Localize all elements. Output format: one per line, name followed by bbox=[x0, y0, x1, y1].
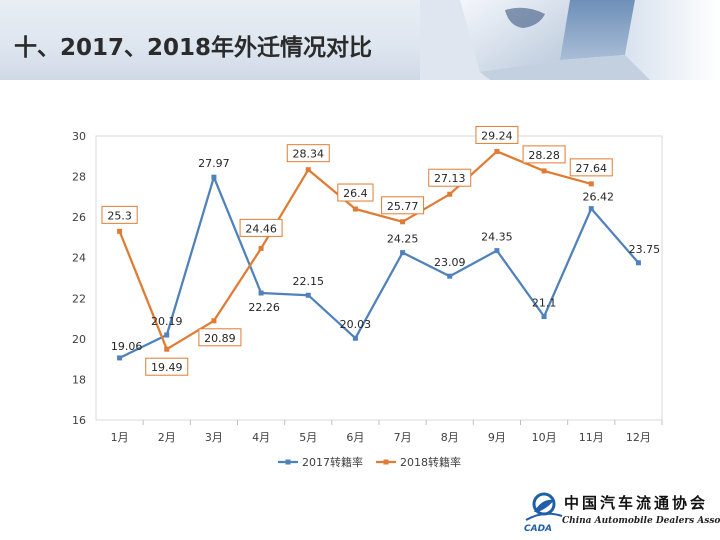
data-label: 22.26 bbox=[248, 301, 280, 314]
data-label-box bbox=[101, 205, 138, 224]
data-label-box bbox=[286, 144, 330, 163]
legend-label: 2017转籍率 bbox=[302, 455, 363, 469]
legend-marker bbox=[383, 459, 389, 465]
association-logo: CADA 中国汽车流通协会 China Automobile Dealers A… bbox=[520, 490, 720, 536]
data-point bbox=[164, 346, 170, 352]
data-point bbox=[400, 219, 406, 225]
logo-mark-text: CADA bbox=[524, 524, 552, 534]
x-tick-label: 8月 bbox=[441, 431, 459, 444]
x-axis: 1月 2月 3月 4月 5月 6月 7月 8月 9月 10月 11月 12月 bbox=[111, 420, 663, 444]
x-tick-label: 5月 bbox=[299, 431, 317, 444]
cada-logo-icon: CADA bbox=[524, 492, 563, 534]
data-label: 24.35 bbox=[481, 231, 513, 244]
data-label-layer: 19.06 20.19 27.97 22.26 22.15 20.03 24.25 23.09… bbox=[101, 125, 661, 376]
data-label: 27.13 bbox=[434, 172, 466, 185]
data-label: 25.3 bbox=[107, 209, 132, 222]
data-point bbox=[117, 355, 123, 361]
y-tick-label: 20 bbox=[72, 333, 86, 346]
data-label: 27.97 bbox=[198, 157, 230, 170]
data-point bbox=[164, 332, 170, 338]
data-point bbox=[352, 335, 358, 341]
y-tick-label: 18 bbox=[72, 373, 86, 386]
y-tick-label: 26 bbox=[72, 211, 86, 224]
data-label: 20.89 bbox=[204, 332, 236, 345]
y-tick-label: 24 bbox=[72, 252, 86, 265]
data-point bbox=[447, 191, 453, 197]
legend-marker bbox=[285, 459, 291, 465]
association-name-en: China Automobile Dealers Association bbox=[562, 516, 720, 526]
data-label: 19.06 bbox=[111, 340, 143, 353]
legend: 2017转籍率 2018转籍率 bbox=[278, 455, 461, 469]
data-point bbox=[541, 168, 547, 174]
x-tick-label: 3月 bbox=[205, 431, 223, 444]
data-label: 24.25 bbox=[387, 233, 419, 246]
y-tick-label: 16 bbox=[72, 414, 86, 427]
x-tick-label: 4月 bbox=[252, 431, 270, 444]
data-label: 29.24 bbox=[481, 129, 513, 142]
x-tick-label: 1月 bbox=[111, 431, 129, 444]
data-point bbox=[352, 206, 358, 212]
x-tick-label: 10月 bbox=[532, 431, 557, 444]
data-point bbox=[305, 167, 311, 173]
legend-label: 2018转籍率 bbox=[400, 455, 461, 469]
data-label: 20.03 bbox=[340, 318, 372, 331]
data-point bbox=[447, 273, 453, 279]
data-label-box bbox=[569, 158, 613, 177]
data-label: 28.28 bbox=[528, 149, 560, 162]
data-label: 22.15 bbox=[293, 275, 325, 288]
x-tick-label: 11月 bbox=[579, 431, 604, 444]
data-point bbox=[305, 292, 311, 298]
header-banner: 十、2017、2018年外迁情况对比 bbox=[0, 0, 720, 80]
y-tick-label: 28 bbox=[72, 171, 86, 184]
y-tick-label: 22 bbox=[72, 292, 86, 305]
data-label-box bbox=[145, 357, 189, 376]
data-point bbox=[211, 174, 217, 180]
data-point bbox=[541, 314, 547, 320]
x-tick-label: 7月 bbox=[394, 431, 412, 444]
data-label-box bbox=[381, 196, 425, 215]
data-label-box bbox=[522, 145, 566, 164]
data-label: 27.64 bbox=[576, 162, 608, 175]
data-label-box bbox=[239, 218, 283, 237]
data-point bbox=[494, 248, 500, 254]
x-tick-label: 12月 bbox=[626, 431, 651, 444]
data-point bbox=[211, 318, 217, 324]
x-tick-label: 9月 bbox=[488, 431, 506, 444]
data-label: 23.09 bbox=[434, 256, 466, 269]
data-point bbox=[258, 290, 264, 296]
data-point bbox=[588, 181, 594, 187]
data-label: 23.75 bbox=[629, 243, 661, 256]
series-line bbox=[119, 176, 640, 359]
data-label-box bbox=[198, 328, 242, 347]
data-label: 28.34 bbox=[293, 148, 325, 161]
data-point bbox=[635, 260, 641, 266]
data-label-box bbox=[475, 125, 519, 144]
data-label: 21.1 bbox=[532, 297, 557, 310]
data-label: 26.4 bbox=[343, 187, 368, 200]
data-label: 25.77 bbox=[387, 200, 419, 213]
data-point bbox=[258, 245, 264, 251]
data-label: 19.49 bbox=[151, 361, 183, 374]
plot-area bbox=[95, 135, 663, 421]
data-label-box bbox=[428, 168, 472, 187]
x-tick-label: 2月 bbox=[158, 431, 176, 444]
y-axis: 16 18 20 22 24 26 28 30 bbox=[72, 130, 86, 427]
data-point bbox=[117, 228, 123, 234]
data-label-box bbox=[337, 183, 374, 202]
data-label: 26.42 bbox=[583, 191, 615, 204]
data-point bbox=[588, 206, 594, 212]
series-layer bbox=[117, 148, 641, 361]
association-name-cn: 中国汽车流通协会 bbox=[564, 494, 709, 512]
data-label: 24.46 bbox=[245, 222, 277, 235]
data-point bbox=[494, 148, 500, 154]
page-title: 十、2017、2018年外迁情况对比 bbox=[14, 35, 373, 61]
y-tick-label: 30 bbox=[72, 130, 86, 143]
data-point bbox=[400, 250, 406, 256]
x-tick-label: 6月 bbox=[346, 431, 364, 444]
decorative-cubes-image bbox=[420, 0, 720, 80]
data-label: 20.19 bbox=[151, 315, 183, 328]
